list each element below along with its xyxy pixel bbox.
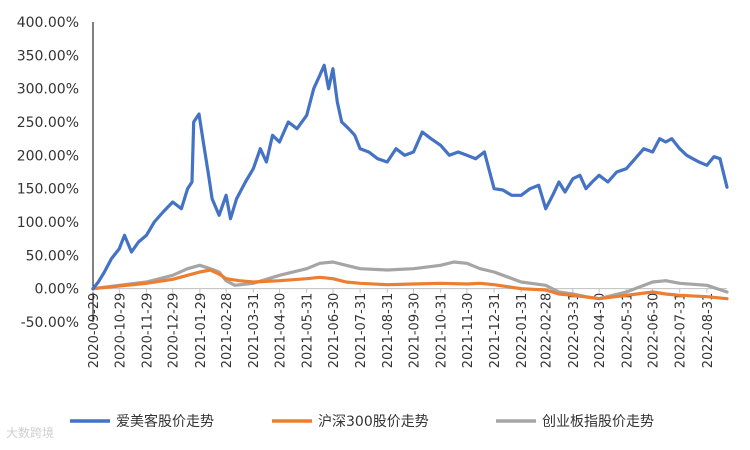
y-tick-label: 100.00% (17, 215, 79, 231)
y-tick-label: 150.00% (17, 182, 79, 198)
x-tick-label: 2022-06-30 (647, 293, 662, 369)
x-tick-label: 2022-08-31 (701, 293, 716, 369)
y-tick-label: 200.00% (17, 148, 79, 164)
x-tick-label: 2021-06-30 (327, 293, 342, 369)
legend-label: 创业板指股价走势 (542, 414, 654, 430)
y-tick-label: 250.00% (17, 115, 79, 131)
x-tick-label: 2021-08-31 (381, 293, 396, 369)
y-tick-label: 400.00% (17, 15, 79, 31)
x-tick-label: 2020-11-29 (140, 293, 155, 369)
x-tick-label: 2021-11-30 (461, 293, 476, 369)
x-tick-label: 2021-05-31 (301, 293, 316, 369)
x-tick-label: 2022-07-31 (674, 293, 689, 369)
x-tick-label: 2021-01-29 (194, 293, 209, 369)
x-tick-label: 2020-10-29 (113, 293, 128, 369)
y-tick-label: 350.00% (17, 48, 79, 64)
series-layer (91, 63, 729, 301)
x-tick-label: 2021-04-30 (274, 293, 289, 369)
y-axis: 400.00% 350.00% 300.00% 250.00% 200.00% 150.0… (17, 15, 727, 331)
x-tick-label: 2022-04-30 (593, 293, 608, 369)
x-axis: 2020-09-29 2020-10-29 2020-11-29 2020-12-29… (87, 288, 716, 369)
x-tick-label: 2022-05-31 (620, 293, 635, 369)
x-tick-label: 2021-09-30 (408, 293, 423, 369)
x-tick-label: 2022-03-31 (567, 293, 582, 369)
x-tick-label: 2022-01-31 (515, 293, 530, 369)
x-tick-label: 2021-02-28 (220, 293, 235, 369)
x-tick-label: 2021-03-31 (247, 293, 262, 369)
legend-label: 爱美客股价走势 (116, 413, 214, 430)
x-tick-label: 2022-02-28 (540, 293, 555, 369)
x-tick-label: 2021-10-31 (435, 293, 450, 369)
y-tick-label: -50.00% (21, 315, 79, 331)
series-line-0 (91, 63, 729, 291)
x-tick-label: 2020-12-29 (167, 293, 182, 369)
x-tick-label: 2021-12-31 (488, 293, 503, 369)
legend-label: 沪深300股价走势 (318, 414, 429, 430)
x-tick-label: 2020-09-29 (87, 293, 102, 369)
series-line-1 (91, 268, 729, 301)
y-tick-label: 300.00% (17, 82, 79, 98)
y-tick-label: 50.00% (26, 248, 79, 264)
y-tick-label: 0.00% (35, 282, 79, 298)
legend: 爱美客股价走势 沪深300股价走势 创业板指股价走势 (70, 413, 654, 430)
x-tick-label: 2021-07-31 (354, 293, 369, 369)
watermark-text: 大数跨境 (6, 426, 55, 440)
